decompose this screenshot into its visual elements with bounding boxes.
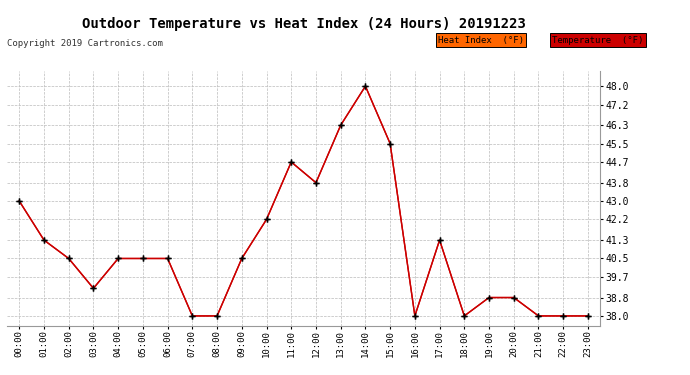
Text: Copyright 2019 Cartronics.com: Copyright 2019 Cartronics.com bbox=[7, 39, 163, 48]
Text: Outdoor Temperature vs Heat Index (24 Hours) 20191223: Outdoor Temperature vs Heat Index (24 Ho… bbox=[81, 17, 526, 31]
Text: Heat Index  (°F): Heat Index (°F) bbox=[438, 36, 524, 45]
Text: Temperature  (°F): Temperature (°F) bbox=[552, 36, 643, 45]
